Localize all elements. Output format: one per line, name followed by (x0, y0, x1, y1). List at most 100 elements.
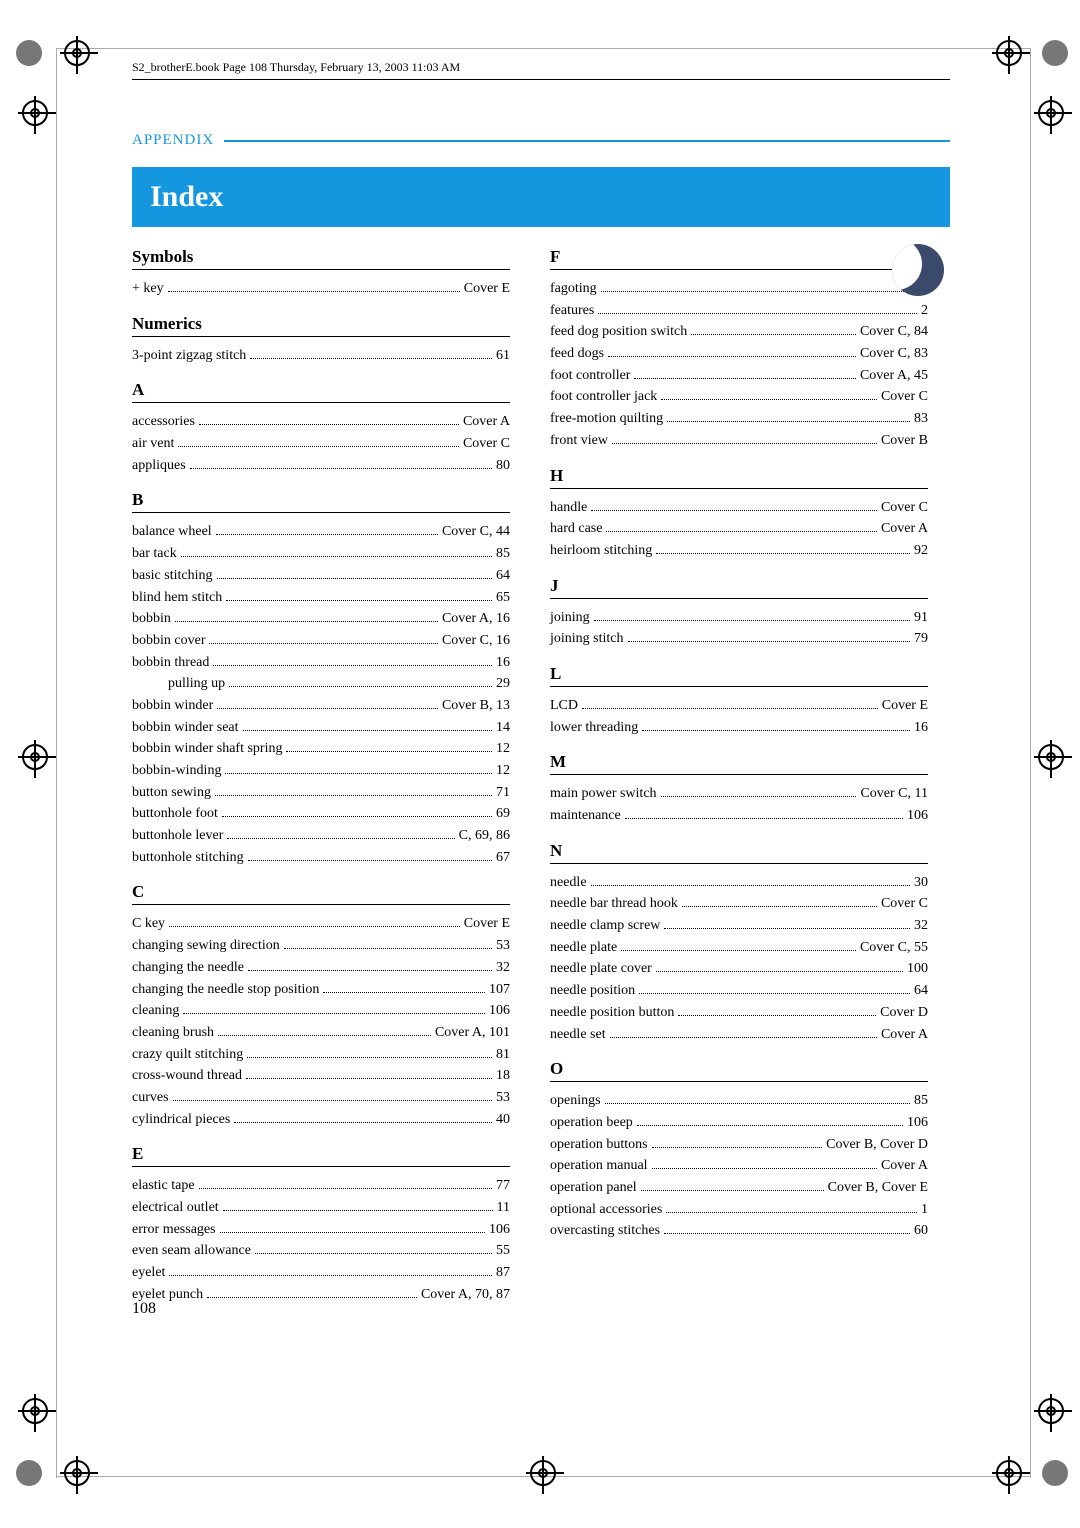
leader-dots (608, 356, 856, 357)
index-term: buttonhole foot (132, 803, 218, 825)
leader-dots (199, 424, 459, 425)
index-term: needle plate (550, 937, 617, 959)
index-page: 67 (496, 847, 510, 869)
index-entry: eyelet87 (132, 1262, 510, 1284)
index-entry: operation beep106 (550, 1112, 928, 1134)
index-page: Cover D (880, 1002, 928, 1024)
index-page: 18 (496, 1065, 510, 1087)
leader-dots (217, 578, 493, 579)
index-entry: joining stitch79 (550, 628, 928, 650)
leader-dots (628, 641, 911, 642)
index-term: overcasting stitches (550, 1220, 660, 1242)
index-page: 53 (496, 935, 510, 957)
reg-top-right-2 (1038, 100, 1064, 126)
index-page: 79 (914, 628, 928, 650)
index-term: 3-point zigzag stitch (132, 345, 246, 367)
leader-dots (169, 1275, 492, 1276)
index-page: Cover C (881, 497, 928, 519)
index-term: main power switch (550, 783, 657, 805)
index-term: needle plate cover (550, 958, 652, 980)
index-term: bobbin-winding (132, 760, 221, 782)
index-entry: fagoting89 (550, 278, 928, 300)
index-entry: appliques80 (132, 455, 510, 477)
index-entry: error messages106 (132, 1219, 510, 1241)
index-entry: bobbinCover A, 16 (132, 608, 510, 630)
index-entry: changing the needle32 (132, 957, 510, 979)
index-entry: feed dog position switchCover C, 84 (550, 321, 928, 343)
index-term: features (550, 300, 594, 322)
index-page: 85 (914, 1090, 928, 1112)
section-rule (550, 1081, 928, 1082)
index-entry: bobbin thread16 (132, 652, 510, 674)
index-term: accessories (132, 411, 195, 433)
index-page: 92 (914, 540, 928, 562)
index-entry: handleCover C (550, 497, 928, 519)
index-entry: openings 85 (550, 1090, 928, 1112)
index-entry: front viewCover B (550, 430, 928, 452)
section-title-n: N (550, 841, 928, 861)
leader-dots (255, 1253, 492, 1254)
index-title: Index (150, 180, 223, 214)
section-title-m: M (550, 752, 928, 772)
index-entry: hard caseCover A (550, 518, 928, 540)
leader-dots (250, 358, 492, 359)
index-term: cylindrical pieces (132, 1109, 230, 1131)
leader-dots (229, 686, 492, 687)
index-term: optional accessories (550, 1199, 662, 1221)
leader-dots (678, 1015, 876, 1016)
index-entry: free-motion quilting83 (550, 408, 928, 430)
leader-dots (243, 730, 492, 731)
index-page: Cover A, 45 (860, 365, 928, 387)
reg-mid-right (1038, 744, 1064, 770)
index-term: bobbin winder seat (132, 717, 239, 739)
section-title-c: C (132, 882, 510, 902)
leader-dots (169, 926, 460, 927)
index-term: bobbin winder (132, 695, 213, 717)
index-term: openings (550, 1090, 601, 1112)
index-entry: feed dogsCover C, 83 (550, 343, 928, 365)
section-rule (132, 1166, 510, 1167)
index-page: 29 (496, 673, 510, 695)
index-term: changing the needle (132, 957, 244, 979)
index-term: LCD (550, 695, 578, 717)
index-page: Cover A, 70, 87 (421, 1284, 510, 1306)
index-entry: buttonhole stitching 67 (132, 847, 510, 869)
index-entry: C keyCover E (132, 913, 510, 935)
index-page: Cover E (882, 695, 928, 717)
index-page: 16 (914, 717, 928, 739)
section-rule (550, 269, 928, 270)
section-title-symbols: Symbols (132, 247, 510, 267)
index-page: 64 (914, 980, 928, 1002)
index-term: needle bar thread hook (550, 893, 678, 915)
index-page: 2 (921, 300, 928, 322)
index-entry: joining91 (550, 607, 928, 629)
index-page: 106 (907, 805, 928, 827)
index-page: Cover C (881, 386, 928, 408)
index-page: 61 (496, 345, 510, 367)
index-entry: blind hem stitch65 (132, 587, 510, 609)
index-page: 65 (496, 587, 510, 609)
section-title-e: E (132, 1144, 510, 1164)
index-page: 85 (496, 543, 510, 565)
index-term: buttonhole stitching (132, 847, 244, 869)
leader-dots (227, 838, 454, 839)
index-entry: operation manualCover A (550, 1155, 928, 1177)
index-page: Cover B, Cover E (828, 1177, 928, 1199)
section-title-j: J (550, 576, 928, 596)
right-column: Ffagoting89features2feed dog position sw… (550, 247, 928, 1305)
index-page: Cover C, 11 (860, 783, 928, 805)
leader-dots (199, 1188, 492, 1189)
index-entry: cylindrical pieces40 (132, 1109, 510, 1131)
index-page: C, 69, 86 (459, 825, 510, 847)
index-term: foot controller jack (550, 386, 657, 408)
appendix-rule (224, 140, 950, 142)
index-page: 12 (496, 738, 510, 760)
index-term: heirloom stitching (550, 540, 652, 562)
index-entry: overcasting stitches60 (550, 1220, 928, 1242)
leader-dots (634, 378, 855, 379)
index-page: 69 (496, 803, 510, 825)
moon-icon (892, 244, 944, 296)
appendix-label: APPENDIX (132, 132, 214, 149)
index-page: Cover A, 16 (442, 608, 510, 630)
index-term: operation beep (550, 1112, 633, 1134)
